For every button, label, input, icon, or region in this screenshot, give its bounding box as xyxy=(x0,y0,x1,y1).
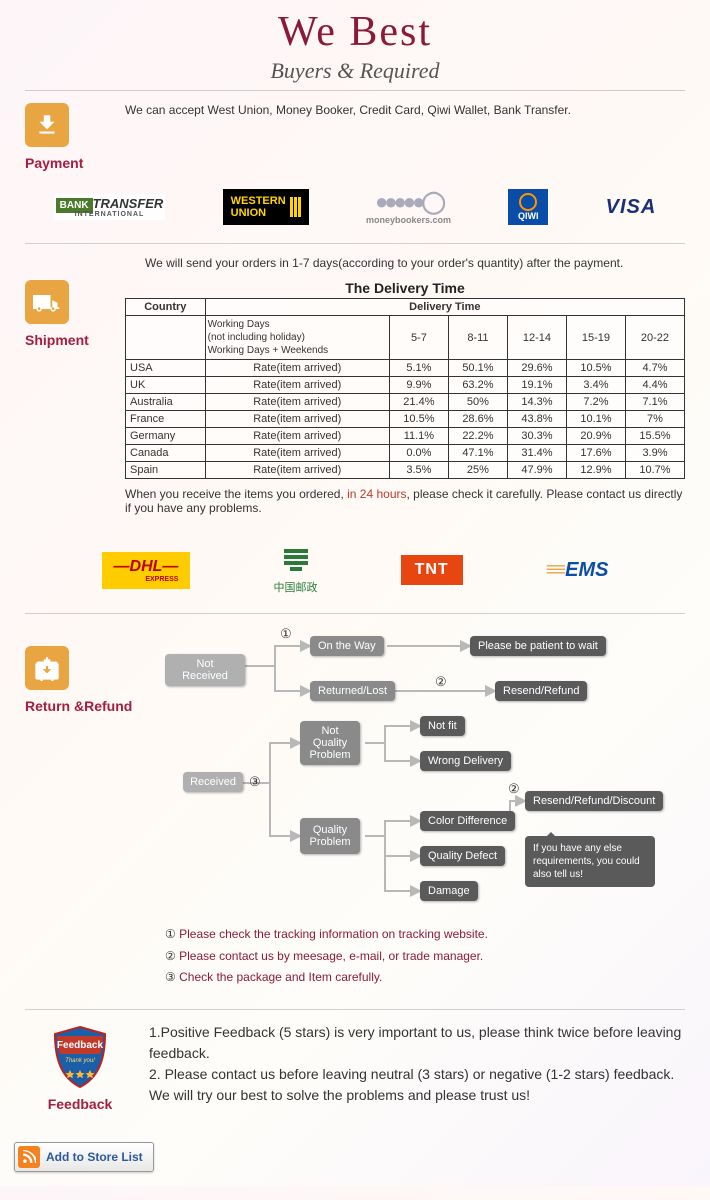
node-damage: Damage xyxy=(420,881,478,901)
moneybookers-logo: ●●●●●◯moneybookers.com xyxy=(366,189,451,225)
check-text: When you receive the items you ordered, … xyxy=(125,479,685,527)
col-country: Country xyxy=(126,299,206,316)
working-days-cell: Working Days (not including holiday) Wor… xyxy=(205,316,389,360)
table-row: USARate(item arrived)5.1%50.1%29.6%10.5%… xyxy=(126,360,685,377)
node-received: Received xyxy=(183,772,243,792)
subtitle: Buyers & Required xyxy=(25,58,685,91)
return-label: Return &Refund xyxy=(25,698,132,714)
node-quality-defect: Quality Defect xyxy=(420,846,505,866)
feedback-text: 1.Positive Feedback (5 stars) is very im… xyxy=(135,1022,685,1106)
shipment-section: We will send your orders in 1-7 days(acc… xyxy=(0,244,710,535)
delivery-table: Country Delivery Time Working Days (not … xyxy=(125,298,685,479)
footnotes: ① Please check the tracking information … xyxy=(25,916,685,1001)
payment-text: We can accept West Union, Money Booker, … xyxy=(125,103,685,117)
node-wrong-delivery: Wrong Delivery xyxy=(420,751,511,771)
visa-logo: VISA xyxy=(606,196,657,219)
payment-logos: BANKTRANSFER INTERNATIONAL WESTERNUNION … xyxy=(0,179,710,243)
node-not-received: Not Received xyxy=(165,654,245,686)
node-resend-discount: Resend/Refund/Discount xyxy=(525,791,663,811)
svg-text:Feedback: Feedback xyxy=(57,1040,104,1051)
node-not-fit: Not fit xyxy=(420,716,465,736)
ems-logo: ≡≡EMS xyxy=(546,559,609,582)
node-please-wait: Please be patient to wait xyxy=(470,636,606,656)
dhl-logo: —DHL—EXPRESS xyxy=(102,552,191,589)
feedback-shield-icon: Feedback Thank you! xyxy=(45,1022,115,1092)
circled-1a: ① xyxy=(280,626,292,642)
node-quality: Quality Problem xyxy=(300,818,360,854)
feedback-section: Feedback Thank you! Feedback 1.Positive … xyxy=(0,1010,710,1132)
circled-2b: ② xyxy=(508,781,520,797)
add-to-store-button[interactable]: Add to Store List xyxy=(14,1142,154,1172)
node-resend-refund: Resend/Refund xyxy=(495,681,587,701)
table-row: CanadaRate(item arrived)0.0%47.1%31.4%17… xyxy=(126,445,685,462)
rss-icon xyxy=(18,1146,40,1168)
feedback-label: Feedback xyxy=(25,1096,135,1112)
bubble-note: If you have any else requirements, you c… xyxy=(525,836,655,887)
node-color-diff: Color Difference xyxy=(420,811,515,831)
table-row: UKRate(item arrived)9.9%63.2%19.1%3.4%4.… xyxy=(126,377,685,394)
circled-3a: ③ xyxy=(249,774,261,790)
table-title: The Delivery Time xyxy=(125,280,685,296)
shipment-label: Shipment xyxy=(25,332,125,348)
tnt-logo: TNT xyxy=(401,555,463,585)
table-row: AustraliaRate(item arrived)21.4%50%14.3%… xyxy=(126,394,685,411)
return-section: Return &Refund Not Received ① On the Way xyxy=(0,614,710,1009)
table-row: SpainRate(item arrived)3.5%25%47.9%12.9%… xyxy=(126,462,685,479)
col-delivery: Delivery Time xyxy=(205,299,684,316)
chinapost-logo: 中国邮政 xyxy=(274,545,318,595)
table-row: FranceRate(item arrived)10.5%28.6%43.8%1… xyxy=(126,411,685,428)
flowchart: Return &Refund Not Received ① On the Way xyxy=(25,626,665,916)
circled-2a: ② xyxy=(435,674,447,690)
main-title: We Best xyxy=(0,0,710,58)
node-not-quality: Not Quality Problem xyxy=(300,721,360,765)
payment-section: Payment We can accept West Union, Money … xyxy=(0,91,710,179)
bank-transfer-logo: BANKTRANSFER INTERNATIONAL xyxy=(54,194,166,220)
payment-icon xyxy=(25,103,69,147)
payment-label: Payment xyxy=(25,155,125,171)
western-union-logo: WESTERNUNION xyxy=(223,189,309,225)
shipment-intro: We will send your orders in 1-7 days(acc… xyxy=(25,256,685,270)
return-icon xyxy=(25,646,69,690)
node-returned-lost: Returned/Lost xyxy=(310,681,395,701)
shipment-icon xyxy=(25,280,69,324)
table-row: GermanyRate(item arrived)11.1%22.2%30.3%… xyxy=(126,428,685,445)
node-on-way: On the Way xyxy=(310,636,384,656)
qiwi-logo: QIWI xyxy=(508,189,548,225)
svg-text:Thank you!: Thank you! xyxy=(65,1058,95,1064)
carrier-logos: —DHL—EXPRESS 中国邮政 TNT ≡≡EMS xyxy=(0,535,710,613)
